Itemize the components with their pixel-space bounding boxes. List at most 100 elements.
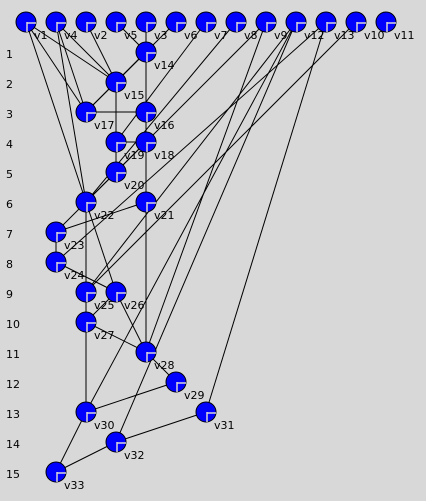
node-circle-v4[interactable]	[45, 11, 67, 33]
node-label-v31: v31	[214, 419, 235, 432]
node-v12[interactable]: v12	[285, 11, 325, 42]
edge-v10-v25	[85, 21, 357, 293]
node-circle-v25[interactable]	[75, 281, 97, 303]
edge-v12-v25	[85, 21, 297, 293]
node-circle-v1[interactable]	[15, 11, 37, 33]
node-v15[interactable]: v15	[105, 71, 145, 102]
node-v7[interactable]: v7	[195, 11, 228, 42]
node-label-v16: v16	[154, 119, 175, 132]
node-circle-v18[interactable]	[135, 131, 157, 153]
node-circle-v21[interactable]	[135, 191, 157, 213]
node-v10[interactable]: v10	[345, 11, 385, 42]
node-circle-v12[interactable]	[285, 11, 307, 33]
node-v21[interactable]: v21	[135, 191, 175, 222]
node-v2[interactable]: v2	[75, 11, 108, 42]
node-circle-v5[interactable]	[105, 11, 127, 33]
edge-v26-v28	[115, 291, 147, 353]
node-v1[interactable]: v1	[15, 11, 48, 42]
node-circle-v14[interactable]	[135, 41, 157, 63]
edge-v12-v32	[115, 21, 297, 443]
node-circle-v10[interactable]	[345, 11, 367, 33]
node-label-v19: v19	[124, 149, 145, 162]
node-v5[interactable]: v5	[105, 11, 138, 42]
node-v28[interactable]: v28	[135, 341, 175, 372]
node-label-v11: v11	[394, 29, 415, 42]
node-label-v6: v6	[184, 29, 198, 42]
node-circle-v7[interactable]	[195, 11, 217, 33]
node-v27[interactable]: v27	[75, 311, 115, 342]
edge-v12-v30	[85, 21, 297, 413]
node-label-v30: v30	[94, 419, 115, 432]
edge-v24-v26	[55, 261, 117, 293]
node-v13[interactable]: v13	[315, 11, 355, 42]
edge-v1-v17	[25, 21, 87, 113]
node-circle-v11[interactable]	[375, 11, 397, 33]
node-v17[interactable]: v17	[75, 101, 115, 132]
node-v4[interactable]: v4	[45, 11, 78, 42]
node-circle-v22[interactable]	[75, 191, 97, 213]
node-circle-v8[interactable]	[225, 11, 247, 33]
edge-v29-v30	[85, 381, 177, 413]
node-v3[interactable]: v3	[135, 11, 168, 42]
node-v29[interactable]: v29	[165, 371, 205, 402]
node-label-v27: v27	[94, 329, 115, 342]
row-label-6: 6	[6, 198, 13, 211]
node-circle-v2[interactable]	[75, 11, 97, 33]
node-circle-v16[interactable]	[135, 101, 157, 123]
row-label-10: 10	[6, 318, 20, 331]
node-circle-v13[interactable]	[315, 11, 337, 33]
node-label-v7: v7	[214, 29, 228, 42]
node-circle-v3[interactable]	[135, 11, 157, 33]
node-v6[interactable]: v6	[165, 11, 198, 42]
node-circle-v27[interactable]	[75, 311, 97, 333]
node-circle-v20[interactable]	[105, 161, 127, 183]
node-v9[interactable]: v9	[255, 11, 288, 42]
node-label-v5: v5	[124, 29, 138, 42]
row-label-1: 1	[6, 48, 13, 61]
node-v18[interactable]: v18	[135, 131, 175, 162]
edge-v1-v15	[25, 21, 117, 83]
node-v32[interactable]: v32	[105, 431, 145, 462]
node-circle-v29[interactable]	[165, 371, 187, 393]
node-circle-v30[interactable]	[75, 401, 97, 423]
edge-v4-v17	[55, 21, 87, 113]
row-label-3: 3	[6, 108, 13, 121]
node-label-v4: v4	[64, 29, 78, 42]
node-v25[interactable]: v25	[75, 281, 115, 312]
node-label-v14: v14	[154, 59, 175, 72]
edges-group	[25, 21, 357, 473]
node-v23[interactable]: v23	[45, 221, 85, 252]
node-circle-v9[interactable]	[255, 11, 277, 33]
node-circle-v23[interactable]	[45, 221, 67, 243]
node-circle-v19[interactable]	[105, 131, 127, 153]
edge-v9-v28	[145, 21, 267, 353]
node-v19[interactable]: v19	[105, 131, 145, 162]
row-label-8: 8	[6, 258, 13, 271]
node-circle-v24[interactable]	[45, 251, 67, 273]
node-v22[interactable]: v22	[75, 191, 115, 222]
node-circle-v26[interactable]	[105, 281, 127, 303]
node-v31[interactable]: v31	[195, 401, 235, 432]
node-circle-v31[interactable]	[195, 401, 217, 423]
node-v8[interactable]: v8	[225, 11, 258, 42]
node-label-v28: v28	[154, 359, 175, 372]
node-circle-v32[interactable]	[105, 431, 127, 453]
node-v30[interactable]: v30	[75, 401, 115, 432]
node-v26[interactable]: v26	[105, 281, 145, 312]
node-label-v29: v29	[184, 389, 205, 402]
node-circle-v28[interactable]	[135, 341, 157, 363]
node-v24[interactable]: v24	[45, 251, 85, 282]
node-v11[interactable]: v11	[375, 11, 415, 42]
node-circle-v15[interactable]	[105, 71, 127, 93]
node-circle-v6[interactable]	[165, 11, 187, 33]
node-v20[interactable]: v20	[105, 161, 145, 192]
node-v14[interactable]: v14	[135, 41, 175, 72]
node-v16[interactable]: v16	[135, 101, 175, 132]
row-label-2: 2	[6, 78, 13, 91]
node-circle-v17[interactable]	[75, 101, 97, 123]
node-label-v3: v3	[154, 29, 168, 42]
row-label-13: 13	[6, 408, 20, 421]
node-v33[interactable]: v33	[45, 461, 85, 492]
node-circle-v33[interactable]	[45, 461, 67, 483]
